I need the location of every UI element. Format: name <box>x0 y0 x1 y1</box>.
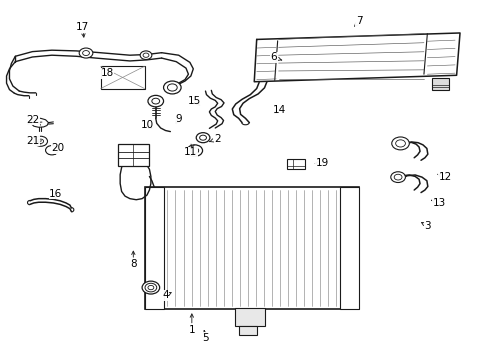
Circle shape <box>34 136 47 146</box>
Text: 1: 1 <box>188 325 195 335</box>
Circle shape <box>45 145 58 155</box>
Circle shape <box>391 137 408 150</box>
Text: 22: 22 <box>26 115 39 125</box>
Text: 11: 11 <box>184 147 197 157</box>
Circle shape <box>145 283 157 292</box>
Circle shape <box>196 133 209 143</box>
Text: 7: 7 <box>355 17 362 27</box>
Circle shape <box>148 95 163 107</box>
Bar <box>287 159 305 169</box>
Circle shape <box>163 81 181 94</box>
Circle shape <box>140 51 152 59</box>
Bar <box>239 325 257 335</box>
Bar <box>339 187 358 309</box>
Text: 12: 12 <box>438 172 451 182</box>
Text: 13: 13 <box>432 198 445 208</box>
Bar <box>118 144 149 166</box>
Text: 19: 19 <box>315 158 328 168</box>
Circle shape <box>186 145 202 156</box>
Text: 8: 8 <box>130 259 136 269</box>
Text: 20: 20 <box>52 143 65 153</box>
Circle shape <box>79 48 93 58</box>
Text: 2: 2 <box>214 134 221 144</box>
Text: 9: 9 <box>175 114 182 124</box>
Text: 15: 15 <box>188 96 201 106</box>
Bar <box>144 187 358 309</box>
Text: 16: 16 <box>49 189 62 199</box>
Text: 6: 6 <box>270 52 277 62</box>
Bar <box>144 187 163 309</box>
Text: 18: 18 <box>100 68 113 78</box>
Circle shape <box>142 281 159 294</box>
Text: 21: 21 <box>26 136 39 145</box>
Text: 10: 10 <box>140 121 153 130</box>
Circle shape <box>390 172 405 183</box>
Text: 14: 14 <box>272 105 285 115</box>
Bar <box>431 78 448 90</box>
Text: 4: 4 <box>162 291 168 301</box>
Bar <box>101 66 144 89</box>
Text: 3: 3 <box>423 221 430 231</box>
Text: 17: 17 <box>76 22 89 32</box>
Text: 5: 5 <box>202 333 208 343</box>
Bar <box>234 308 264 326</box>
